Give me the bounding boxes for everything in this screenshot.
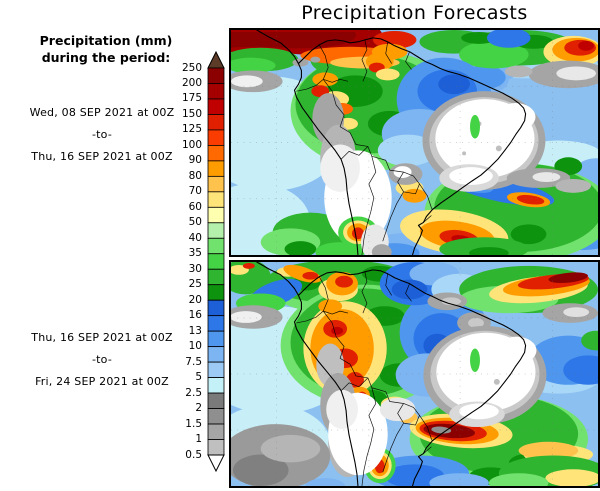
page-title: Precipitation Forecasts — [301, 2, 528, 24]
colorbar-tick-label: 250 — [181, 61, 202, 74]
colorbar-segment — [207, 206, 225, 224]
colorbar-segment — [207, 423, 225, 440]
colorbar — [206, 50, 226, 474]
colorbar-segment — [207, 361, 225, 378]
colorbar-tick-label: 1.5 — [185, 417, 202, 430]
colorbar-tick-label: 0.5 — [185, 448, 202, 461]
colorbar-segment — [207, 253, 225, 270]
colorbar-segment — [207, 377, 225, 394]
overflow-arrow-icon — [207, 50, 225, 69]
colorbar-tick-label: 70 — [188, 185, 202, 198]
colorbar-heading-line2: during the period: — [41, 50, 171, 65]
colorbar-segment — [207, 330, 225, 348]
colorbar-tick-label: 125 — [181, 123, 202, 136]
colorbar-segment — [207, 67, 225, 84]
forecast-map-period-1 — [229, 28, 600, 257]
colorbar-tick-label: 60 — [188, 200, 202, 213]
colorbar-tick-label: 1 — [195, 433, 202, 446]
colorbar-tick-labels: 250 200 175 150 125 100 90 80 70 60 50 40 35 30 25 20 16… — [148, 62, 202, 461]
colorbar-segment — [207, 191, 225, 208]
colorbar-heading: Precipitation (mm) during the period: — [10, 32, 202, 66]
colorbar-tick-label: 30 — [188, 262, 202, 275]
colorbar-heading-line1: Precipitation (mm) — [39, 33, 173, 48]
colorbar-tick-label: 35 — [188, 247, 202, 260]
colorbar-tick-label: 7.5 — [185, 355, 202, 368]
colorbar-tick-label: 25 — [188, 278, 202, 291]
colorbar-tick-label: 200 — [181, 76, 202, 89]
colorbar-tick-label: 5 — [195, 371, 202, 384]
colorbar-segment — [207, 284, 225, 301]
colorbar-tick-label: 10 — [188, 340, 202, 353]
colorbar-segment — [207, 299, 225, 317]
colorbar-segment — [207, 268, 225, 286]
colorbar-scale — [207, 50, 225, 473]
colorbar-segment — [207, 315, 225, 332]
colorbar-tick-label: 90 — [188, 154, 202, 167]
period-2-label: Thu, 16 SEP 2021 at 00Z -to- Fri, 24 SEP… — [0, 327, 204, 393]
forecast-map-period-1-plot — [231, 30, 598, 255]
colorbar-tick-label: 80 — [188, 169, 202, 182]
colorbar-segment — [207, 392, 225, 409]
colorbar-segment — [207, 346, 225, 363]
period-separator: -to- — [92, 353, 112, 366]
colorbar-segment — [207, 175, 225, 193]
colorbar-tick-label: 50 — [188, 216, 202, 229]
forecast-map-period-2 — [229, 260, 600, 488]
forecast-map-period-2-plot — [231, 262, 598, 486]
colorbar-segment — [207, 129, 225, 146]
period-separator: -to- — [92, 128, 112, 141]
colorbar-tick-label: 40 — [188, 231, 202, 244]
colorbar-segment — [207, 145, 225, 162]
colorbar-segment — [207, 237, 225, 255]
colorbar-tick-label: 2 — [195, 402, 202, 415]
colorbar-segment — [207, 83, 225, 100]
colorbar-tick-label: 13 — [188, 324, 202, 337]
colorbar-tick-label: 2.5 — [185, 386, 202, 399]
colorbar-segment — [207, 222, 225, 239]
colorbar-segment — [207, 98, 225, 115]
period-2-end: Fri, 24 SEP 2021 at 00Z — [35, 375, 169, 388]
colorbar-tick-label: 100 — [181, 138, 202, 151]
colorbar-segment — [207, 439, 225, 456]
colorbar-tick-label: 16 — [188, 309, 202, 322]
underflow-arrow-icon — [207, 454, 225, 473]
period-1-start: Wed, 08 SEP 2021 at 00Z — [29, 106, 175, 119]
colorbar-segment — [207, 408, 225, 425]
colorbar-segment — [207, 114, 225, 131]
colorbar-tick-label: 20 — [188, 293, 202, 306]
period-1-end: Thu, 16 SEP 2021 at 00Z — [31, 150, 173, 163]
period-2-start: Thu, 16 SEP 2021 at 00Z — [31, 331, 173, 344]
colorbar-tick-label: 150 — [181, 107, 202, 120]
period-1-label: Wed, 08 SEP 2021 at 00Z -to- Thu, 16 SEP… — [0, 102, 204, 168]
colorbar-segment — [207, 160, 225, 177]
colorbar-tick-label: 175 — [181, 92, 202, 105]
